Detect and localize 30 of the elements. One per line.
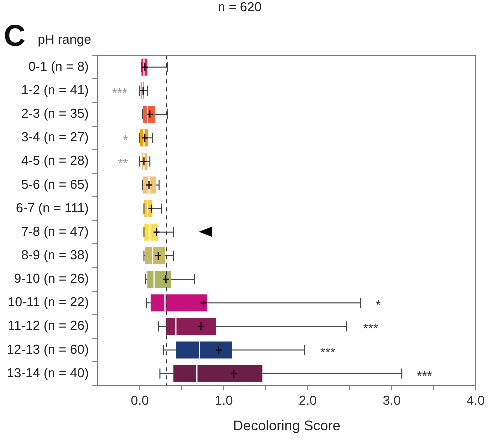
y-tick-label: 8-9 (n = 38) (21, 248, 90, 263)
x-axis-title: Decoloring Score (233, 417, 341, 434)
y-tick-label: 13-14 (n = 40) (6, 365, 90, 380)
y-tick-label: 10-11 (n = 22) (8, 294, 90, 310)
y-tick-label: 4-5 (n = 28) (21, 153, 90, 168)
y-tick-label: 11-12 (n = 26) (8, 318, 90, 334)
y-tick-label: 3-4 (n = 27) (21, 130, 90, 145)
x-tick-label: 3.0 (382, 392, 402, 408)
annotation: * (376, 298, 382, 313)
y-tick-label: 0-1 (n = 8) (28, 58, 90, 74)
annotation: * (123, 132, 128, 148)
annotation: *** (363, 321, 379, 336)
x-tick-label: 0.0 (130, 392, 150, 408)
y-tick-label: 9-10 (n = 26) (14, 271, 90, 286)
y-tick-label: 5-6 (n = 65) (21, 176, 90, 192)
x-tick-label: 2.0 (298, 392, 318, 408)
annotation: ** (118, 156, 128, 172)
y-tick-label: 12-13 (n = 60) (6, 342, 90, 357)
y-tick-label: 7-8 (n = 47) (21, 224, 90, 239)
y-tick-label: 2-3 (n = 35) (21, 106, 90, 122)
chart-title: n = 620 (218, 0, 262, 14)
annotation: *** (417, 368, 432, 384)
x-tick-label: 4.0 (466, 392, 486, 408)
annotation: *** (112, 86, 128, 101)
y-tick-label: 1-2 (n = 41) (21, 82, 90, 98)
y-axis-title: pH range (38, 32, 92, 47)
annotation: *** (320, 344, 336, 360)
x-tick-label: 1.0 (214, 392, 234, 408)
y-tick-label: 6-7 (n = 111) (16, 200, 90, 216)
text: C (4, 20, 26, 53)
